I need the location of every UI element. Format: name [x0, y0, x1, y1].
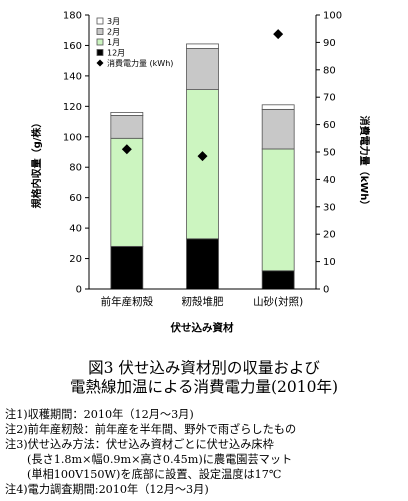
y2-tick-label: 0	[323, 285, 329, 296]
note-3-cont-1: (長さ1.8m×幅0.9m×高さ0.45m)に農電園芸マット	[27, 453, 293, 466]
bar-segment	[261, 270, 295, 290]
legend-label: 消費電力量 (kWh)	[107, 58, 173, 68]
note-2: 注2)前年産籾殻：前年産を半年間、野外で雨ざらしたもの	[5, 423, 297, 436]
y-tick-label: 40	[69, 224, 82, 235]
legend-swatch	[96, 17, 104, 25]
y-tick-label: 140	[63, 71, 82, 82]
y-tick-label: 0	[76, 285, 82, 296]
y2-tick-label: 90	[323, 38, 336, 49]
chart: 0 20 40 60 80 100 120 140 160 180 0 10 20 30 40 50 60 70…	[30, 11, 371, 335]
bar-segment	[261, 148, 295, 272]
figure-caption-line-2: 電熱線加温による消費電力量(2010年)	[69, 378, 339, 396]
bar-segment	[110, 115, 144, 139]
bar-segment	[110, 137, 144, 247]
bar-segment	[186, 43, 219, 49]
note-1: 注1)収穫期間：2010年（12月～3月)	[5, 408, 194, 421]
y2-tick-label: 40	[323, 175, 336, 186]
power-point	[197, 151, 208, 162]
x-tick-label: 前年産籾殻	[101, 295, 154, 308]
y-tick-label: 120	[63, 102, 82, 113]
bar-segment	[110, 245, 144, 290]
y-axis-label: 規格内収量（g/株）	[30, 118, 43, 209]
legend-swatch	[96, 59, 104, 67]
bar-segment	[186, 48, 219, 90]
legend-swatch	[96, 49, 104, 56]
bar-segment	[261, 104, 295, 110]
bar-segment	[110, 112, 144, 116]
x-tick-label: 山砂(対照)	[253, 295, 303, 308]
y2-tick-label: 80	[323, 65, 336, 76]
legend-label: 3月	[107, 17, 120, 26]
y-tick-label: 180	[63, 11, 82, 22]
bar-segment	[186, 238, 219, 290]
notes: 注1)収穫期間：2010年（12月～3月) 注2)前年産籾殻：前年産を半年間、野…	[5, 407, 405, 497]
legend-label: 1月	[107, 38, 120, 47]
bar-segment	[186, 89, 219, 240]
legend-swatch	[96, 28, 104, 35]
legend-swatch	[96, 38, 104, 46]
power-point	[273, 29, 284, 40]
y2-tick-label: 100	[323, 11, 342, 22]
y2-tick-label: 10	[323, 257, 336, 268]
legend-label: 2月	[107, 28, 120, 37]
y-tick-label: 20	[69, 254, 82, 265]
y2-tick-label: 60	[323, 120, 336, 131]
figure-caption-line-1: 図3 伏せ込み資材別の収量および	[88, 359, 320, 377]
power-point	[121, 144, 132, 155]
bar-segment	[261, 108, 295, 150]
x-axis-label: 伏せ込み資材	[171, 321, 234, 334]
note-3: 注3)伏せ込み方法：伏せ込み資材ごとに伏せ込み床枠	[5, 438, 274, 451]
y2-tick-label: 20	[323, 230, 336, 241]
x-tick-label: 籾殻堆肥	[182, 295, 224, 308]
note-4: 注4)電力調査期間:2010年（12月～3月)	[5, 483, 209, 496]
y-tick-label: 60	[69, 193, 82, 204]
y2-axis-label: 消費電力量（kWh）	[358, 116, 371, 211]
legend-label: 12月	[107, 49, 125, 58]
note-3-cont-2: (単相100V150W)を底部に設置、設定温度は17℃	[27, 468, 282, 481]
y2-tick-label: 50	[323, 148, 336, 159]
y-tick-label: 100	[63, 132, 82, 143]
y2-tick-label: 70	[323, 93, 336, 104]
y-tick-label: 80	[69, 163, 82, 174]
y-tick-label: 160	[63, 41, 82, 52]
y2-tick-label: 30	[323, 202, 336, 213]
